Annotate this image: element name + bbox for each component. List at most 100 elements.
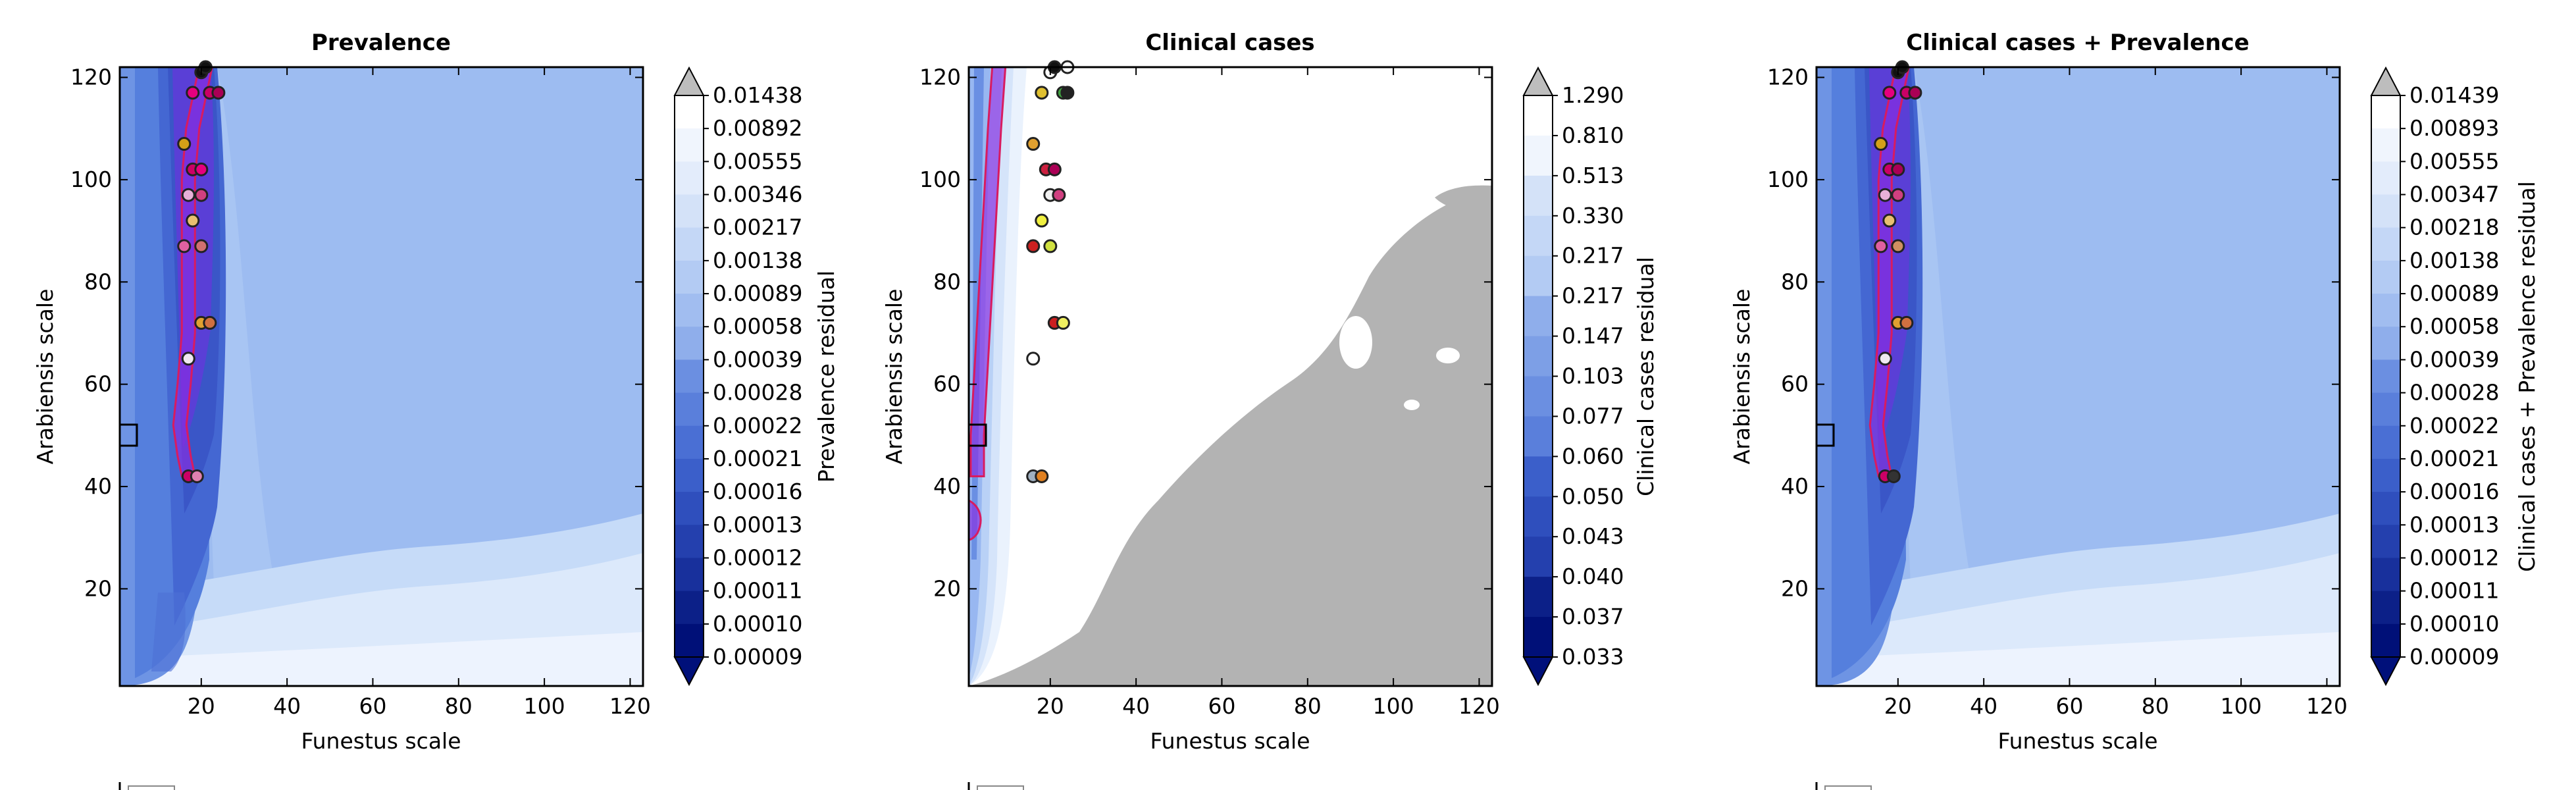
marker-point bbox=[1056, 315, 1070, 330]
marker-point bbox=[194, 188, 209, 202]
colorbar-segment bbox=[1524, 577, 1553, 618]
colorbar-segment bbox=[675, 359, 704, 394]
colorbar-tick-label: 0.00028 bbox=[2409, 380, 2499, 406]
colorbar-label: Prevalence residual bbox=[813, 271, 839, 483]
colorbar-segment bbox=[2371, 392, 2400, 427]
y-axis-ticks: 20 40 60 80 100 120 bbox=[70, 65, 643, 601]
colorbar-segment bbox=[2371, 194, 2400, 228]
colorbar-tick-label: 0.00013 bbox=[2409, 512, 2499, 537]
colorbar-segment bbox=[2371, 227, 2400, 261]
colorbar-tick-label: 0.00346 bbox=[713, 182, 802, 207]
marker-point bbox=[186, 213, 200, 228]
colorbar-tick-label: 0.00892 bbox=[713, 115, 802, 141]
x-axis-label: Funestus scale bbox=[301, 728, 461, 754]
plot-frame bbox=[118, 66, 644, 687]
colorbar-tick-label: 0.00555 bbox=[2409, 148, 2499, 174]
colorbar-segment bbox=[675, 525, 704, 558]
colorbar-tick-label: 0.00016 bbox=[2409, 479, 2499, 504]
colorbar-tick-label: 0.00039 bbox=[2409, 346, 2499, 372]
x-tick-label: 20 bbox=[188, 693, 215, 719]
colorbar-tick-label: 0.217 bbox=[1562, 283, 1624, 309]
marker-point bbox=[186, 86, 200, 100]
colorbar-tick-label: 0.00012 bbox=[713, 544, 802, 570]
colorbar-tick-label: 0.00028 bbox=[713, 380, 802, 406]
colorbar-tick-label: 0.513 bbox=[1562, 163, 1624, 188]
marker-point bbox=[1035, 469, 1049, 483]
colorbar-segment bbox=[675, 294, 704, 327]
x-tick-label: 60 bbox=[359, 693, 386, 719]
y-axis-ticks: 20 40 60 80 100 120 bbox=[919, 65, 1492, 601]
marker-point bbox=[1060, 86, 1075, 100]
marker-point bbox=[1891, 188, 1905, 202]
plot-frame bbox=[967, 66, 1493, 687]
colorbar-tick-label: 0.043 bbox=[1562, 523, 1624, 549]
marker-point bbox=[1035, 86, 1049, 100]
colorbar-segment bbox=[675, 558, 704, 592]
marker-square bbox=[1815, 423, 1835, 447]
colorbar-segment bbox=[1524, 376, 1553, 417]
colorbar-segment bbox=[1524, 496, 1553, 537]
marker-point bbox=[1886, 469, 1901, 483]
y-tick-label: 40 bbox=[84, 473, 112, 499]
y-tick-label: 20 bbox=[933, 575, 961, 601]
legend-fragments bbox=[118, 782, 1872, 790]
marker-point bbox=[181, 352, 195, 366]
colorbar-tick-label: 0.050 bbox=[1562, 483, 1624, 509]
colorbar-segment bbox=[675, 492, 704, 525]
colorbar-segment bbox=[2371, 458, 2400, 492]
colorbar-segment bbox=[2371, 294, 2400, 327]
x-tick-label: 60 bbox=[2055, 693, 2083, 719]
marker-point bbox=[1035, 213, 1049, 228]
marker-point bbox=[203, 315, 217, 330]
y-tick-label: 20 bbox=[84, 575, 112, 601]
colorbar-tick-label: 0.00138 bbox=[713, 248, 802, 273]
colorbar-segment bbox=[1524, 456, 1553, 497]
colorbar-segment bbox=[2371, 525, 2400, 558]
colorbar-segment bbox=[675, 260, 704, 294]
colorbar-tick-label: 0.00089 bbox=[2409, 280, 2499, 306]
panel-title: Prevalence bbox=[311, 30, 451, 56]
x-tick-label: 120 bbox=[609, 693, 651, 719]
colorbar-segment bbox=[675, 623, 704, 658]
y-tick-label: 60 bbox=[933, 371, 961, 397]
colorbar-segment bbox=[1524, 537, 1553, 577]
colorbar-segment bbox=[1524, 617, 1553, 658]
colorbar-segment bbox=[1524, 416, 1553, 457]
colorbar-segment bbox=[1524, 215, 1553, 257]
x-axis-ticks: 20 40 60 80 100 120 bbox=[188, 67, 651, 719]
panel-title: Clinical cases + Prevalence bbox=[1906, 30, 2250, 56]
marker-point bbox=[1899, 315, 1914, 330]
colorbar-tick-label: 0.217 bbox=[1562, 243, 1624, 269]
panel-title: Clinical cases bbox=[1145, 30, 1314, 56]
y-axis-label: Arabiensis scale bbox=[1729, 289, 1755, 465]
colorbar-tick-label: 0.040 bbox=[1562, 564, 1624, 589]
x-axis-ticks: 20 40 60 80 100 120 bbox=[1037, 67, 1500, 719]
colorbar: 0.01439 0.00893 0.00555 0.00347 0.00218 0.001… bbox=[2370, 66, 2499, 687]
colorbar-segment bbox=[2371, 161, 2400, 196]
marker-point bbox=[1874, 137, 1888, 151]
x-tick-label: 40 bbox=[1122, 693, 1150, 719]
colorbar-tick-label: 0.00016 bbox=[713, 479, 802, 504]
colorbar-segment bbox=[1524, 95, 1553, 136]
heatmap-field bbox=[120, 67, 643, 686]
marker-point bbox=[1047, 162, 1062, 176]
x-tick-label: 80 bbox=[2142, 693, 2169, 719]
colorbar-tick-label: 0.01439 bbox=[2409, 82, 2499, 108]
marker-point bbox=[177, 137, 192, 151]
colorbar: 1.290 0.810 0.513 0.330 0.217 0.217 0.147 0.103… bbox=[1522, 66, 1624, 687]
x-tick-label: 40 bbox=[273, 693, 301, 719]
y-tick-label: 80 bbox=[84, 269, 112, 294]
colorbar-tick-label: 0.01438 bbox=[713, 82, 802, 108]
colorbar-tick-label: 1.290 bbox=[1562, 82, 1624, 108]
marker-point bbox=[181, 188, 195, 202]
x-tick-label: 120 bbox=[2306, 693, 2348, 719]
colorbar-tick-label: 0.00011 bbox=[713, 578, 802, 604]
colorbar-segment bbox=[2371, 623, 2400, 658]
colorbar-tick-label: 0.00009 bbox=[713, 644, 802, 670]
colorbar-tick-label: 0.810 bbox=[1562, 122, 1624, 148]
y-tick-label: 60 bbox=[84, 371, 112, 397]
x-axis-label: Funestus scale bbox=[1150, 728, 1310, 754]
colorbar-segment bbox=[2371, 260, 2400, 294]
colorbar-segment bbox=[675, 458, 704, 492]
